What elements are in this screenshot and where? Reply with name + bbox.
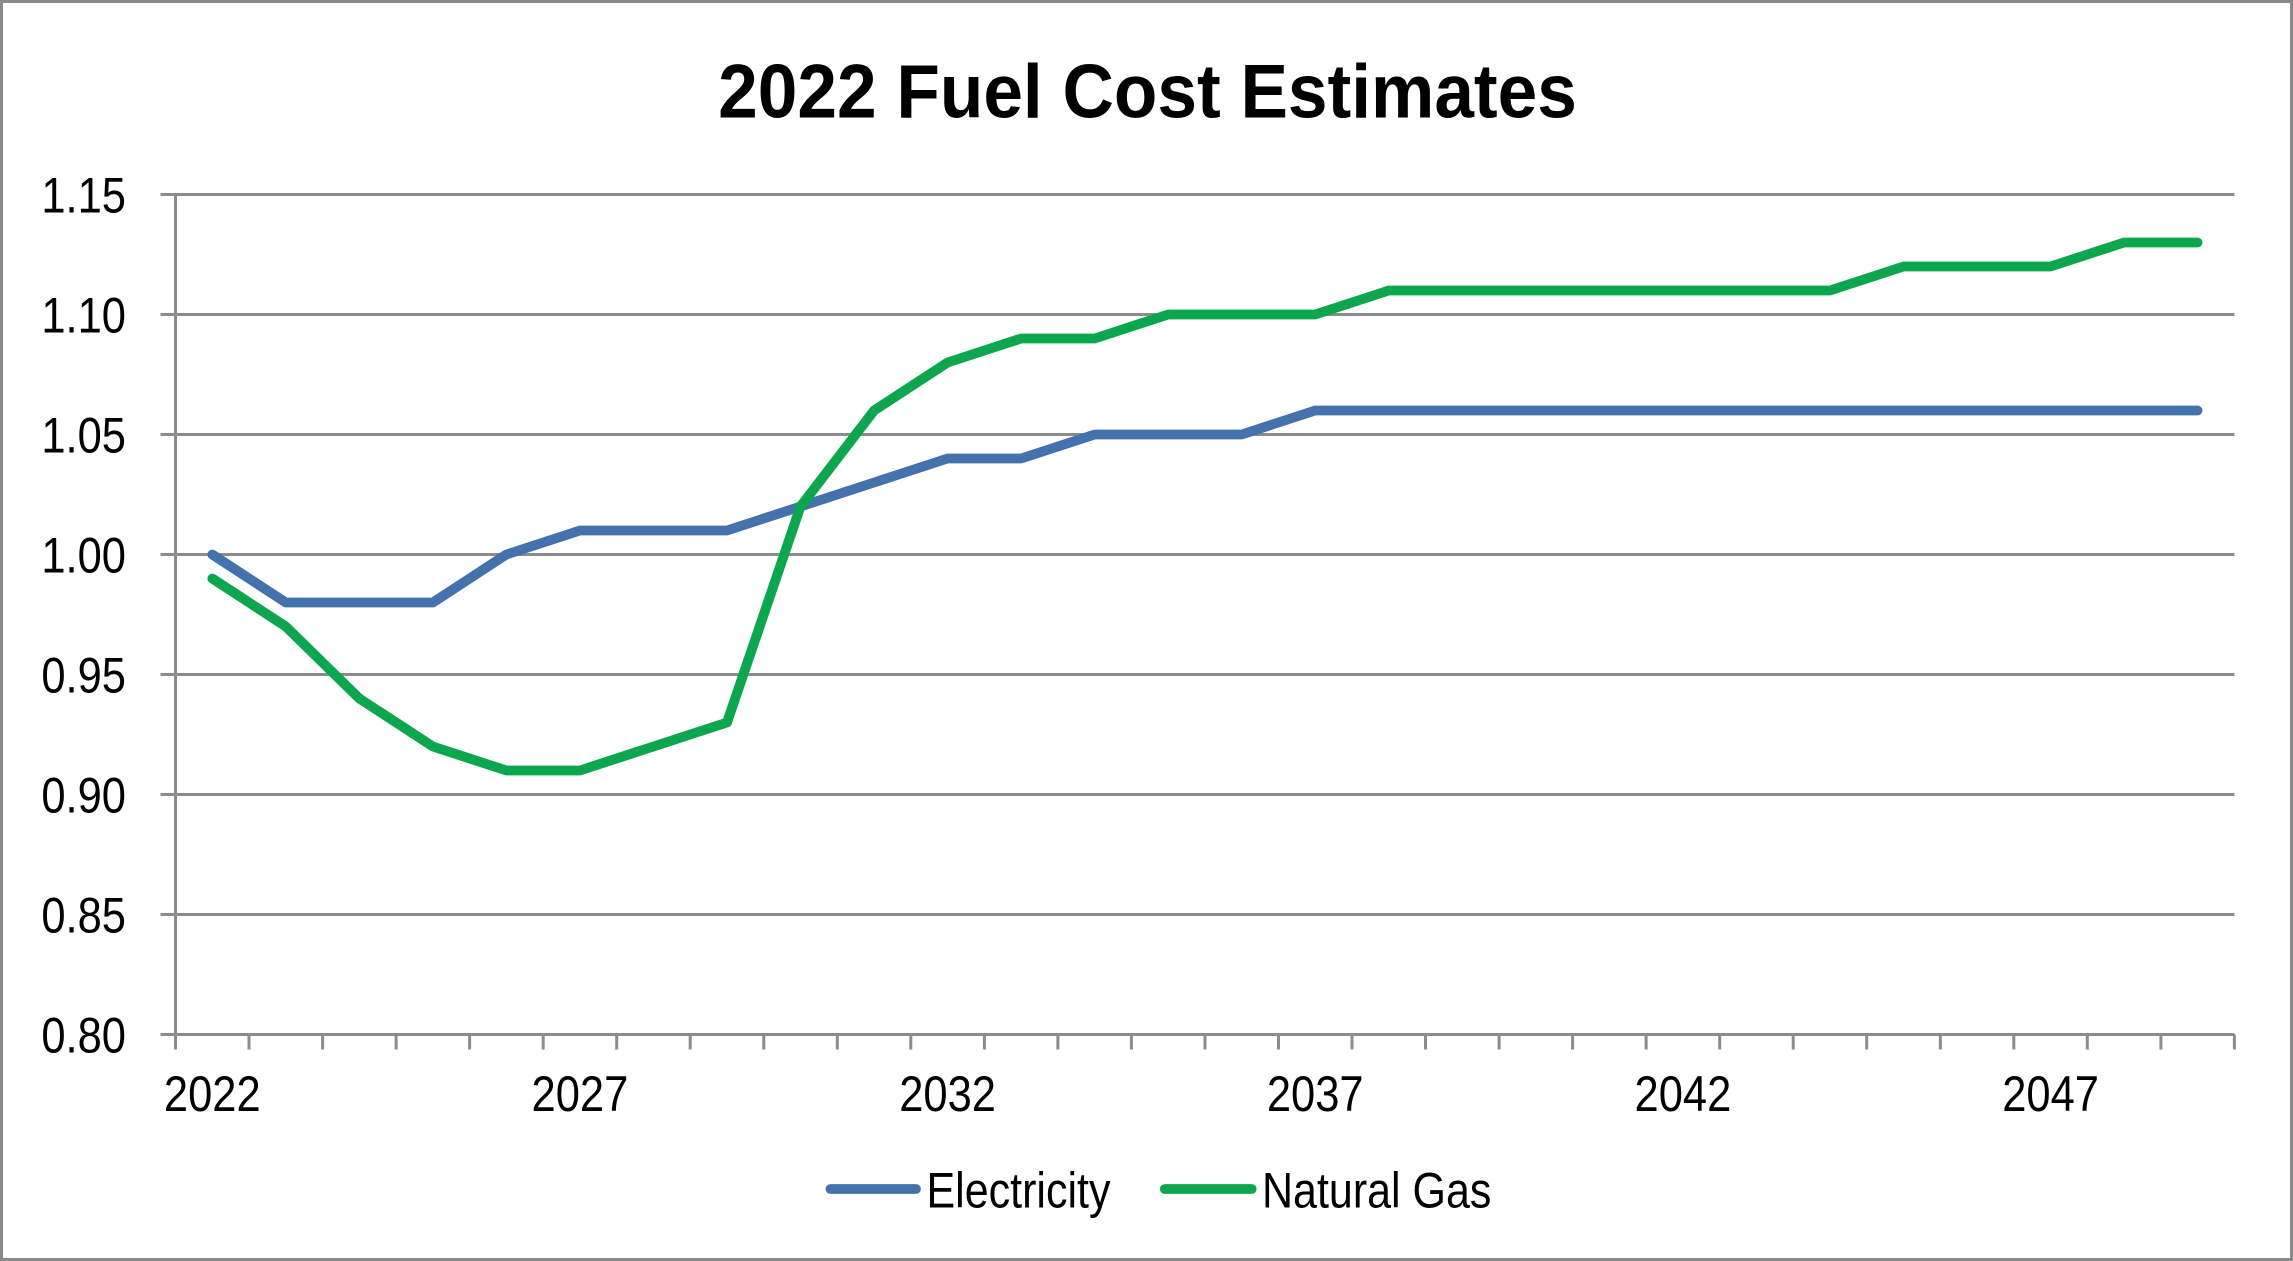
svg-text:2037: 2037 <box>1267 1066 1364 1121</box>
svg-text:2042: 2042 <box>1635 1066 1732 1121</box>
svg-text:2027: 2027 <box>532 1066 629 1121</box>
svg-text:2032: 2032 <box>899 1066 996 1121</box>
svg-text:0.95: 0.95 <box>41 648 126 703</box>
svg-text:2022: 2022 <box>164 1066 261 1121</box>
svg-text:1.00: 1.00 <box>41 528 126 583</box>
svg-text:1.10: 1.10 <box>41 288 126 343</box>
svg-text:2022 Fuel Cost Estimates: 2022 Fuel Cost Estimates <box>718 48 1577 134</box>
svg-text:Natural Gas: Natural Gas <box>1262 1163 1491 1219</box>
svg-text:0.80: 0.80 <box>41 1008 126 1063</box>
svg-text:0.90: 0.90 <box>41 768 126 823</box>
svg-text:2047: 2047 <box>2002 1066 2099 1121</box>
svg-text:0.85: 0.85 <box>41 888 126 943</box>
svg-text:1.15: 1.15 <box>41 168 126 223</box>
svg-text:1.05: 1.05 <box>41 408 126 463</box>
svg-text:Electricity: Electricity <box>927 1163 1112 1219</box>
